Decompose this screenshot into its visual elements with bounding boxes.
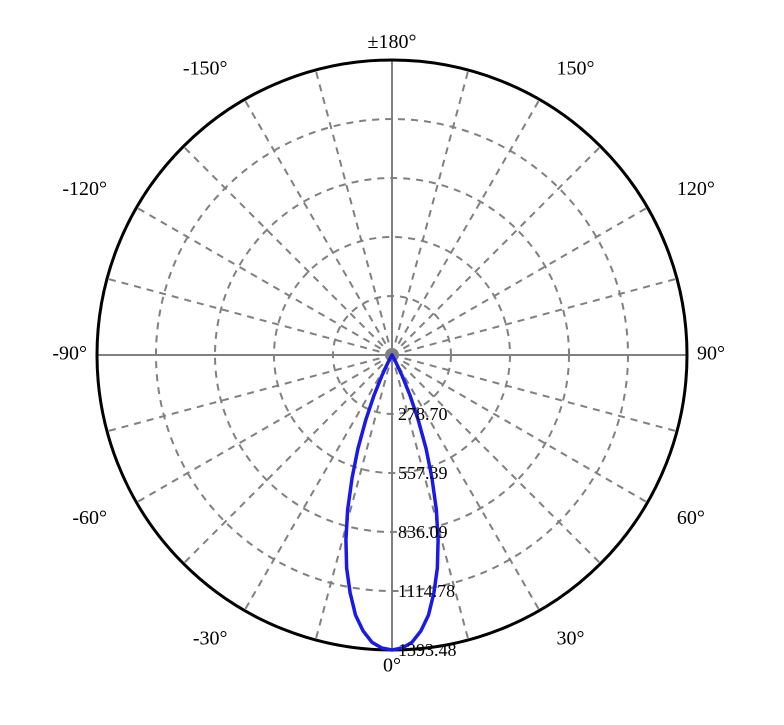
angle-label: 120° [677,178,715,200]
angle-label: -60° [72,507,107,529]
angle-label: -90° [52,343,87,365]
angle-label: -120° [62,178,107,200]
radial-label: 1114.78 [398,581,455,601]
angle-label: ±180° [368,31,417,53]
radial-label: 836.09 [398,522,448,542]
angle-label: 150° [557,58,595,80]
angle-label: 30° [557,628,585,650]
radial-label: 1393.48 [398,640,457,660]
angle-label: -150° [183,58,228,80]
angle-label: 60° [677,507,705,529]
angle-label: -30° [193,628,228,650]
angle-label: 0° [383,655,401,677]
polar-chart: 278.70 557.39 836.09 1114.78 1393.480° 30° 60°… [0,0,784,725]
radial-label: 278.70 [398,404,448,424]
angle-label: 90° [697,343,725,365]
radial-label: 557.39 [398,463,448,483]
